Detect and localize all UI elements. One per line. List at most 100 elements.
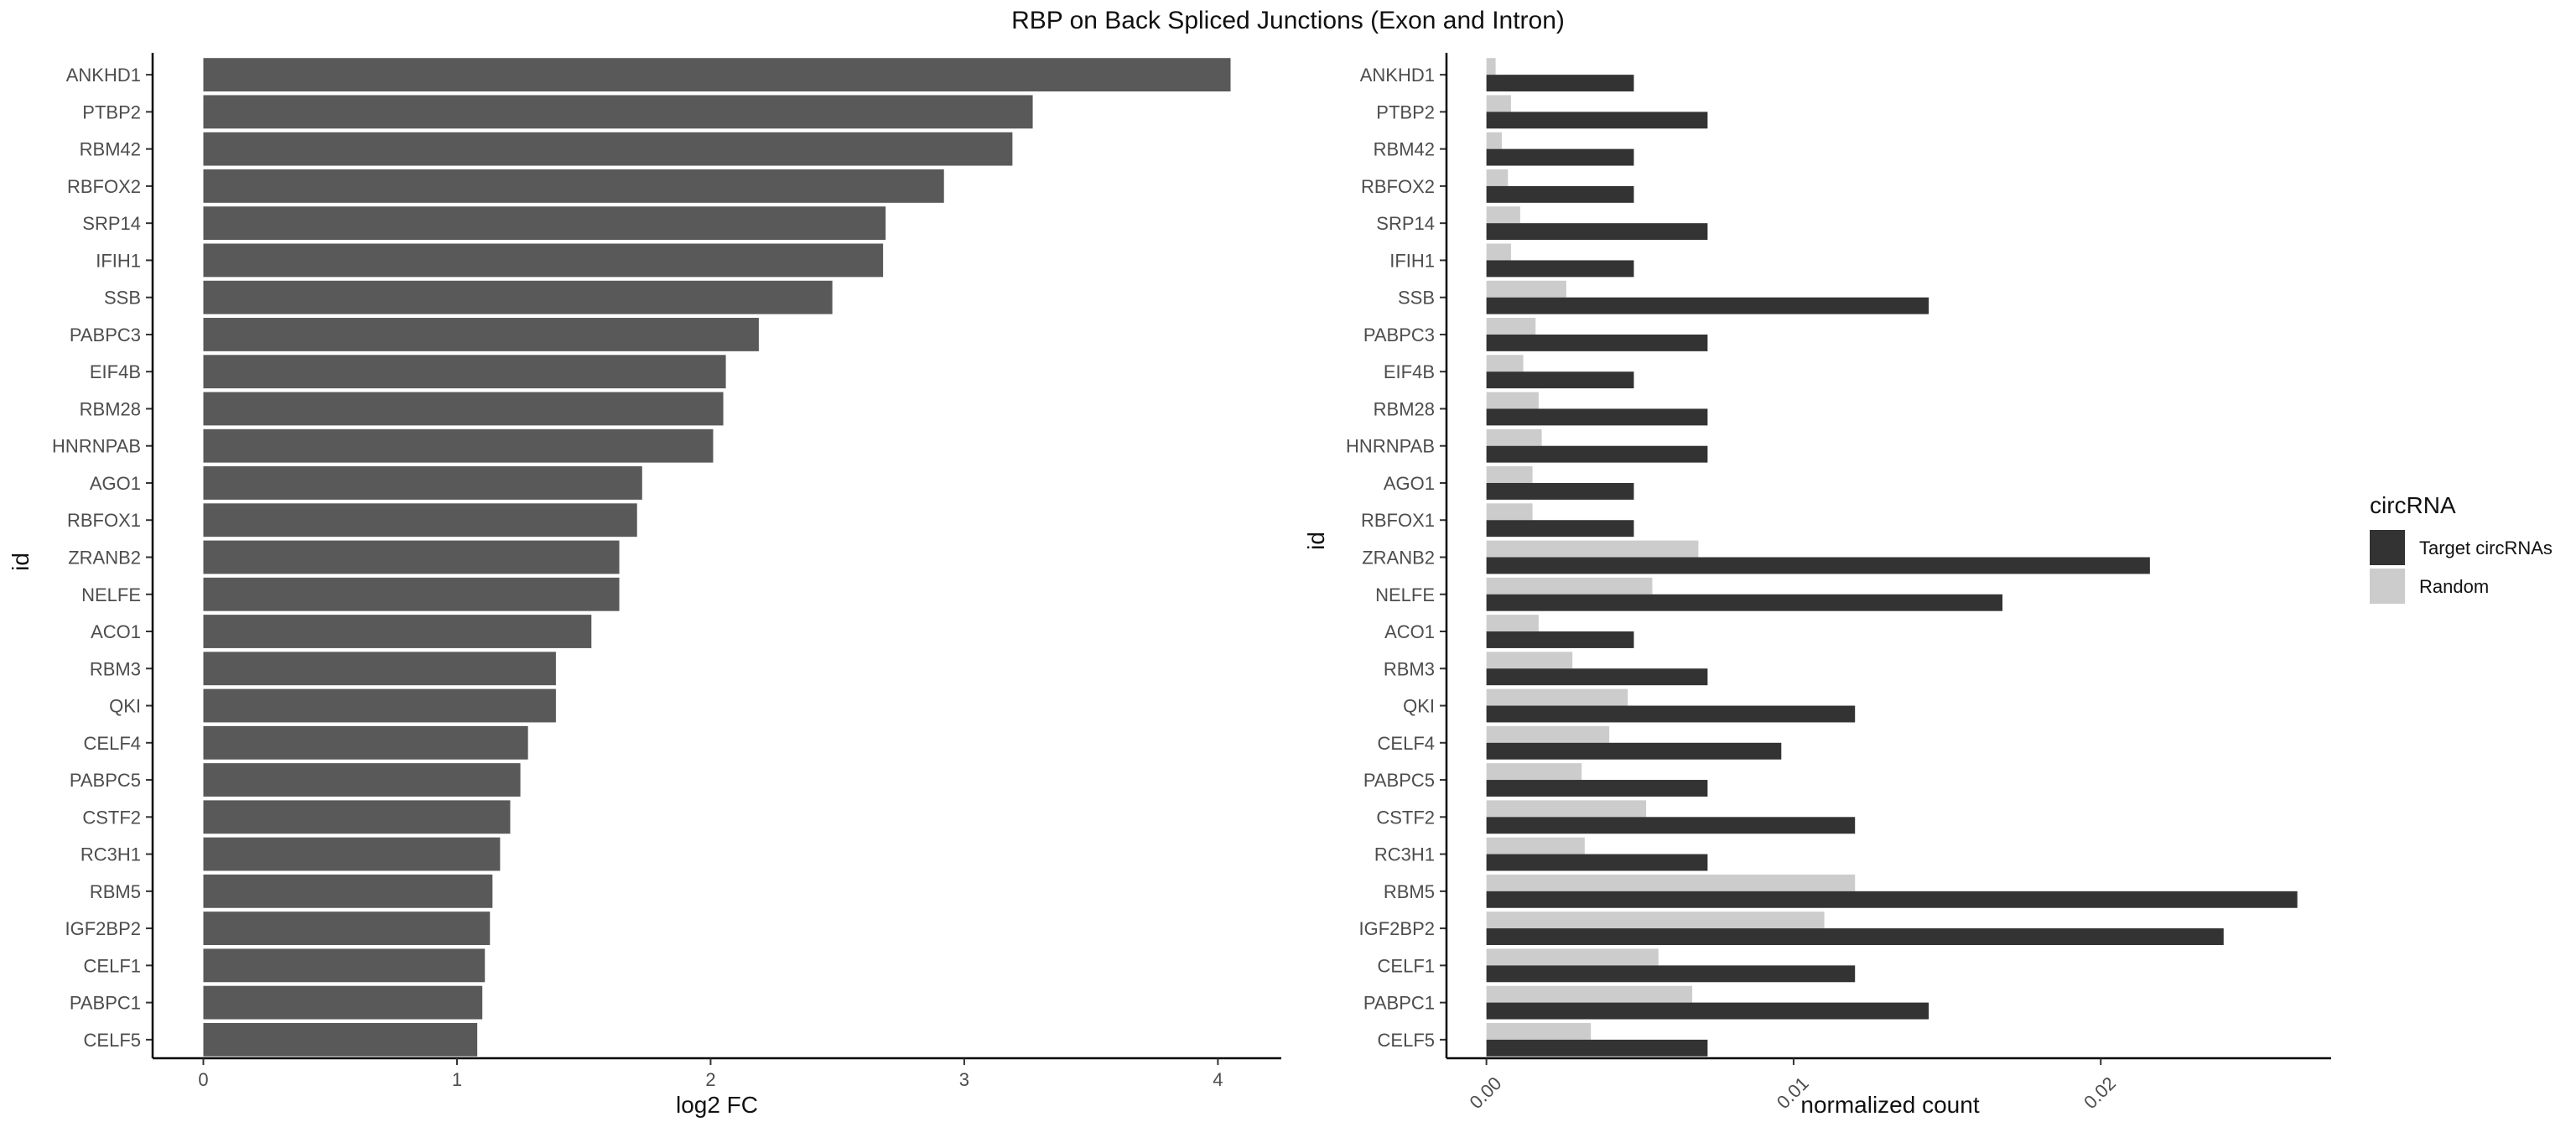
bar-random-rbfox2 (1486, 169, 1509, 186)
y-tick-label-celf1: CELF1 (84, 955, 141, 976)
bar-target-circrnas-rbm28 (1486, 408, 1708, 426)
y-tick-label-zranb2: ZRANB2 (68, 548, 141, 569)
y-tick-label-rc3h1: RC3H1 (80, 844, 141, 865)
bar-random-ago1 (1486, 466, 1533, 483)
legend-label-random: Random (2419, 576, 2489, 597)
bar-target-circrnas-pabpc3 (1486, 334, 1708, 351)
y-tick-label-celf4: CELF4 (84, 733, 141, 754)
y-tick-label-pabpc5: PABPC5 (1363, 770, 1435, 791)
y-tick-label-igf2bp2: IGF2BP2 (1359, 918, 1435, 939)
y-tick-label-ptbp2: PTBP2 (1376, 101, 1435, 122)
y-tick-label-qki: QKI (1403, 696, 1435, 717)
bar-random-pabpc3 (1486, 318, 1536, 335)
y-tick-label-rbfox2: RBFOX2 (1361, 176, 1435, 197)
y-tick-label-celf4: CELF4 (1378, 733, 1435, 754)
left-x-tick-label: 3 (959, 1069, 969, 1090)
bar-random-celf1 (1486, 948, 1659, 966)
y-tick-label-rc3h1: RC3H1 (1374, 844, 1435, 865)
bar-target-circrnas-ifih1 (1486, 260, 1634, 278)
bar-target-circrnas-hnrnpab (1486, 445, 1708, 463)
bar-target-circrnas-aco1 (1486, 631, 1634, 648)
bar-random-rbm42 (1486, 132, 1502, 149)
bar-log2fc-pabpc5 (203, 763, 521, 797)
bar-log2fc-rbm42 (203, 132, 1013, 166)
bar-random-eif4b (1486, 355, 1524, 372)
y-tick-label-qki: QKI (109, 696, 141, 717)
bar-target-circrnas-celf1 (1486, 965, 1856, 983)
bar-target-circrnas-celf4 (1486, 742, 1782, 760)
y-tick-label-rbfox2: RBFOX2 (67, 176, 141, 197)
y-tick-label-rbm5: RBM5 (90, 881, 141, 902)
y-tick-label-cstf2: CSTF2 (1376, 807, 1435, 828)
y-tick-label-pabpc5: PABPC5 (70, 770, 141, 791)
bar-random-celf5 (1486, 1022, 1592, 1040)
y-tick-label-ssb: SSB (1398, 288, 1435, 309)
left-x-tick-label: 4 (1213, 1069, 1223, 1090)
y-tick-label-rbfox1: RBFOX1 (1361, 510, 1435, 531)
bar-log2fc-nelfe (203, 577, 620, 611)
bar-random-rbm3 (1486, 652, 1573, 669)
bar-random-rbfox1 (1486, 503, 1533, 521)
bar-target-circrnas-igf2bp2 (1486, 928, 2224, 946)
y-tick-label-zranb2: ZRANB2 (1362, 548, 1435, 569)
bar-random-rc3h1 (1486, 837, 1585, 854)
y-tick-label-ptbp2: PTBP2 (82, 101, 141, 122)
bar-random-ankhd1 (1486, 58, 1496, 75)
y-tick-label-nelfe: NELFE (81, 584, 141, 605)
y-tick-label-ifih1: IFIH1 (96, 250, 141, 271)
y-tick-label-eif4b: EIF4B (90, 361, 141, 382)
y-tick-label-ankhd1: ANKHD1 (66, 65, 141, 86)
y-tick-label-pabpc1: PABPC1 (1363, 993, 1435, 1014)
y-tick-label-aco1: ACO1 (1384, 621, 1435, 642)
left-x-axis-title: log2 FC (676, 1092, 758, 1118)
bar-target-circrnas-nelfe (1486, 594, 2003, 611)
bar-log2fc-aco1 (203, 615, 592, 648)
bar-log2fc-qki (203, 688, 556, 723)
legend: circRNA Target circRNAs Random (2370, 492, 2553, 604)
bar-random-ptbp2 (1486, 95, 1511, 112)
bar-target-circrnas-zranb2 (1486, 557, 2150, 574)
figure-title: RBP on Back Spliced Junctions (Exon and … (1011, 7, 1565, 34)
y-tick-label-srp14: SRP14 (82, 213, 141, 234)
y-tick-label-rbm3: RBM3 (90, 658, 141, 679)
bar-log2fc-celf5 (203, 1022, 478, 1057)
bar-random-celf4 (1486, 725, 1610, 743)
bar-target-circrnas-rbm5 (1486, 891, 2298, 908)
bar-log2fc-ssb (203, 280, 833, 314)
bar-target-circrnas-pabpc5 (1486, 780, 1708, 797)
legend-swatch-target-circrnas (2370, 530, 2405, 565)
bar-target-circrnas-srp14 (1486, 223, 1708, 241)
y-tick-label-srp14: SRP14 (1376, 213, 1435, 234)
y-tick-label-ago1: AGO1 (1384, 473, 1435, 494)
right-x-axis-title: normalized count (1800, 1092, 1979, 1118)
bar-target-circrnas-rc3h1 (1486, 854, 1708, 871)
bar-target-circrnas-ankhd1 (1486, 75, 1634, 92)
bar-log2fc-rbm3 (203, 652, 556, 686)
left-y-axis-title: id (8, 553, 34, 571)
bar-log2fc-celf1 (203, 948, 486, 983)
y-tick-label-celf5: CELF5 (84, 1030, 141, 1051)
bar-target-circrnas-pabpc1 (1486, 1002, 1929, 1020)
y-tick-label-eif4b: EIF4B (1384, 361, 1435, 382)
legend-label-target-circrnas: Target circRNAs (2419, 538, 2553, 558)
bar-random-igf2bp2 (1486, 911, 1825, 929)
y-tick-label-cstf2: CSTF2 (82, 807, 141, 828)
bar-log2fc-srp14 (203, 206, 886, 241)
right-y-axis-title: id (1303, 532, 1329, 550)
y-tick-label-pabpc1: PABPC1 (70, 993, 141, 1014)
y-tick-label-rbm28: RBM28 (1374, 398, 1435, 419)
bar-target-circrnas-ssb (1486, 297, 1929, 314)
bar-log2fc-rc3h1 (203, 837, 501, 871)
left-x-tick-label: 2 (705, 1069, 715, 1090)
y-tick-label-rbm42: RBM42 (1374, 139, 1435, 160)
bar-log2fc-rbfox2 (203, 169, 944, 203)
left-x-tick-label: 1 (452, 1069, 462, 1090)
bar-log2fc-cstf2 (203, 800, 511, 834)
bar-random-ssb (1486, 280, 1566, 298)
bar-log2fc-rbm5 (203, 874, 493, 908)
y-tick-label-rbfox1: RBFOX1 (67, 510, 141, 531)
bar-target-circrnas-eif4b (1486, 371, 1634, 389)
bar-target-circrnas-rbm3 (1486, 668, 1708, 686)
legend-swatch-random (2370, 569, 2405, 604)
y-tick-label-ago1: AGO1 (90, 473, 141, 494)
